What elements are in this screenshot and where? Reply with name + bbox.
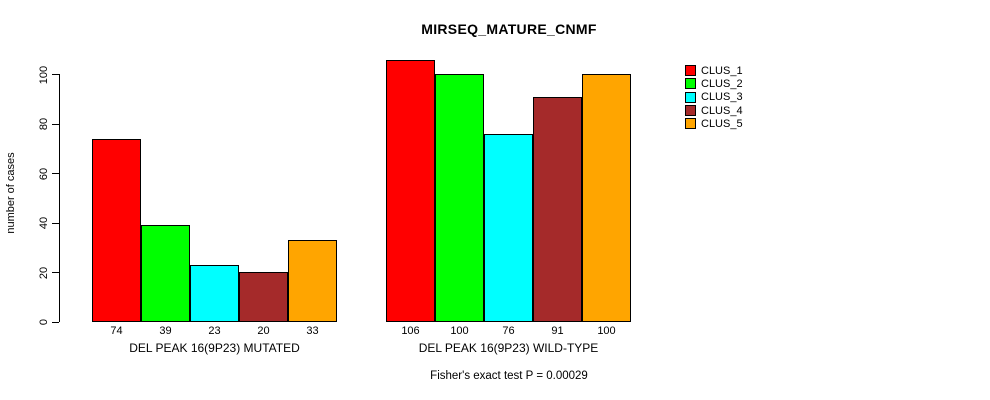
bar-value-label: 39 [159,325,172,337]
bar-clus_3-group1 [190,265,239,322]
bar-clus_4-group1 [239,272,288,322]
y-axis-tick-mark [52,173,59,174]
legend-swatch-clus_4 [685,105,696,117]
y-axis-title: number of cases [5,152,17,234]
chart-title: MIRSEQ_MATURE_CNMF [421,21,597,37]
bar-value-label: 33 [306,325,319,337]
bar-clus_5-group1 [288,240,337,322]
bar-clus_5-group2 [582,74,631,322]
legend-item-clus_1: CLUS_1 [685,64,743,77]
legend-item-clus_4: CLUS_4 [685,104,743,117]
bar-value-label: 76 [502,325,515,337]
y-axis-line [59,74,60,322]
y-axis-tick-mark [52,222,59,224]
legend-label: CLUS_2 [701,77,743,90]
bar-value-label: 23 [208,325,221,337]
bar-clus_2-group1 [141,225,190,322]
y-axis-tick-label: 0 [38,318,50,326]
y-axis-tick-mark [52,123,59,125]
y-axis-tick-label: 60 [38,167,50,180]
legend-label: CLUS_3 [701,91,743,104]
bar-value-label: 106 [401,325,420,337]
bar-clus_4-group2 [533,97,582,322]
legend-label: CLUS_5 [701,117,743,130]
bar-value-label: 20 [257,325,270,337]
legend-swatch-clus_1 [685,65,696,77]
group-axis-label: DEL PEAK 16(9P23) WILD-TYPE [418,341,599,355]
y-axis-tick-mark [52,272,59,273]
y-axis-tick-mark [52,74,59,75]
bar-value-label: 100 [597,325,616,337]
y-axis-tick-label: 20 [38,266,50,279]
legend-label: CLUS_4 [701,104,743,117]
y-axis-tick-label: 100 [38,65,50,84]
legend-swatch-clus_2 [685,78,696,90]
legend: CLUS_1 CLUS_2 CLUS_3 CLUS_4 CLUS_5 [685,64,743,130]
y-axis-tick-label: 80 [38,117,50,131]
y-axis-tick-label: 40 [38,216,50,230]
bar-value-label: 74 [110,325,123,337]
legend-swatch-clus_3 [685,91,696,103]
y-axis-tick-mark [52,321,59,323]
bar-clus_2-group2 [435,74,484,322]
bar-clus_3-group2 [484,134,533,322]
bar-clus_1-group2 [386,60,435,322]
legend-item-clus_3: CLUS_3 [685,91,743,104]
bar-clus_1-group1 [92,139,141,322]
bar-value-label: 91 [551,325,564,337]
legend-item-clus_5: CLUS_5 [685,117,743,130]
fisher-test-annotation: Fisher's exact test P = 0.00029 [430,370,588,382]
legend-label: CLUS_1 [701,64,743,77]
group-axis-label: DEL PEAK 16(9P23) MUTATED [129,341,300,355]
bar-value-label: 100 [450,325,469,337]
legend-item-clus_2: CLUS_2 [685,77,743,90]
legend-swatch-clus_5 [685,118,696,130]
